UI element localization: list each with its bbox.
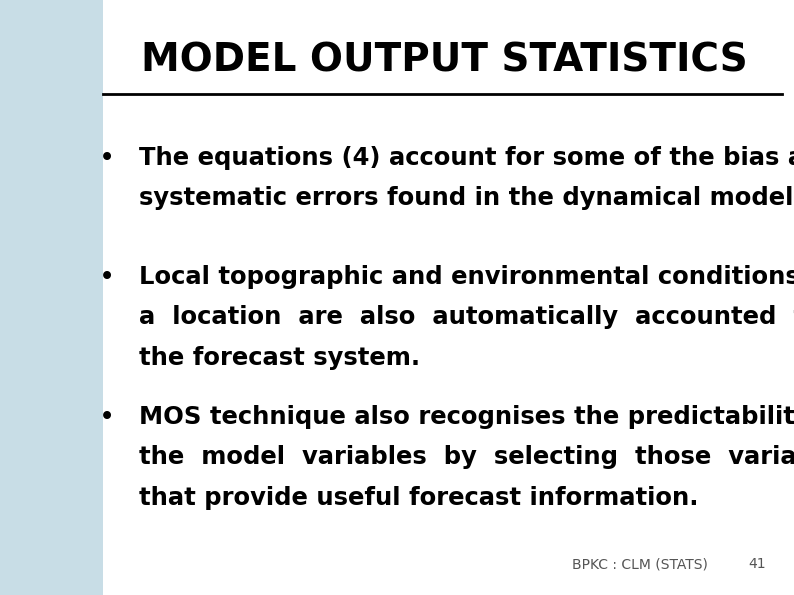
Text: •: • (99, 265, 115, 291)
Text: the forecast system.: the forecast system. (139, 346, 420, 369)
Text: 41: 41 (749, 557, 766, 571)
Text: a  location  are  also  automatically  accounted  for  in: a location are also automatically accoun… (139, 305, 794, 329)
Text: BPKC : CLM (STATS): BPKC : CLM (STATS) (572, 557, 707, 571)
Text: Local topographic and environmental conditions of: Local topographic and environmental cond… (139, 265, 794, 289)
Text: that provide useful forecast information.: that provide useful forecast information… (139, 486, 699, 509)
Text: The equations (4) account for some of the bias and: The equations (4) account for some of th… (139, 146, 794, 170)
Text: the  model  variables  by  selecting  those  variables: the model variables by selecting those v… (139, 445, 794, 469)
Text: •: • (99, 405, 115, 431)
Text: •: • (99, 146, 115, 172)
FancyBboxPatch shape (0, 0, 103, 595)
Text: systematic errors found in the dynamical model.: systematic errors found in the dynamical… (139, 186, 794, 210)
Text: MODEL OUTPUT STATISTICS: MODEL OUTPUT STATISTICS (141, 42, 748, 80)
Text: MOS technique also recognises the predictability of: MOS technique also recognises the predic… (139, 405, 794, 428)
